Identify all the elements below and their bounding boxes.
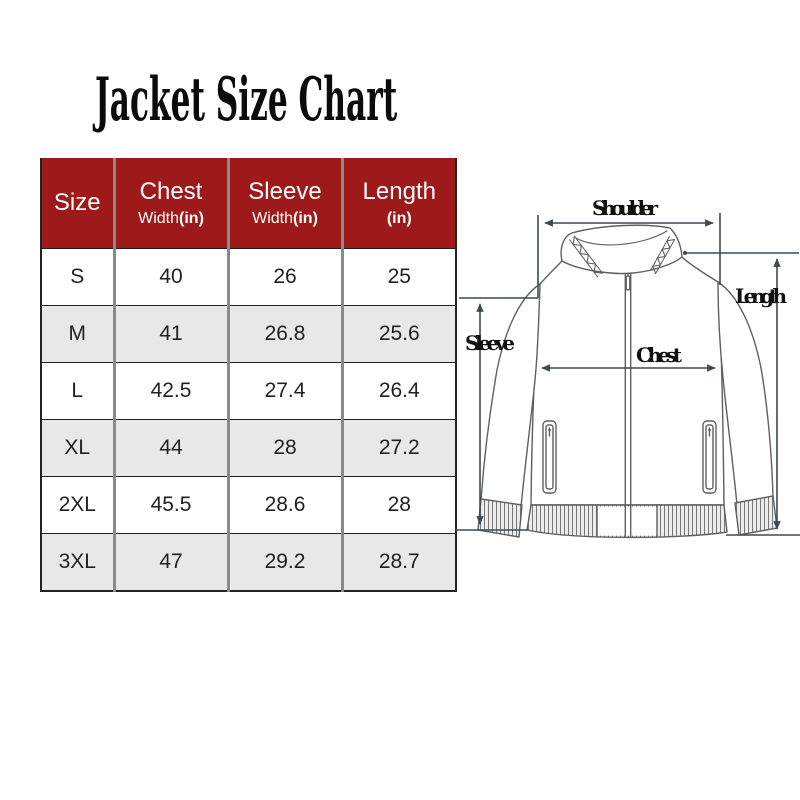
measurement-arrows xyxy=(455,213,800,536)
value-cell: 41 xyxy=(112,305,228,363)
value-cell: 25.6 xyxy=(340,305,456,363)
page-title: Jacket Size Chart xyxy=(95,65,398,135)
value-cell: 45.5 xyxy=(112,476,228,534)
value-cell: 27.4 xyxy=(226,362,342,420)
jacket-diagram: Shoulder Length Sleeve Chest xyxy=(455,196,800,539)
value-cell: 26.4 xyxy=(340,362,456,420)
column-header-length: Length (in) xyxy=(340,158,456,249)
table-row: M 41 26.8 25.6 xyxy=(41,305,456,363)
table-row: 2XL 45.5 28.6 28 xyxy=(41,476,456,534)
table-body: S 40 26 25 M 41 26.8 25.6 L 42.5 27.4 26.4 XL 44 28 27.… xyxy=(41,248,456,591)
value-cell: 40 xyxy=(112,248,228,306)
jacket-outline xyxy=(477,224,778,539)
size-cell: XL xyxy=(41,419,114,477)
size-cell: L xyxy=(41,362,114,420)
shoulder-label: Shoulder xyxy=(592,196,658,220)
value-cell: 26 xyxy=(226,248,342,306)
size-cell: S xyxy=(41,248,114,306)
size-table: Size Chest Width(in) Sleeve Width(in) Length(… xyxy=(40,158,457,592)
size-cell: 2XL xyxy=(41,476,114,534)
value-cell: 26.8 xyxy=(226,305,342,363)
sleeve-label: Sleeve xyxy=(465,331,515,355)
column-header-size: Size xyxy=(41,158,114,249)
value-cell: 27.2 xyxy=(340,419,456,477)
column-header-sleeve: Sleeve Width(in) xyxy=(226,158,342,249)
value-cell: 25 xyxy=(340,248,456,306)
value-cell: 44 xyxy=(112,419,228,477)
value-cell: 28 xyxy=(340,476,456,534)
table-row: 3XL 47 29.2 28.7 xyxy=(41,533,456,591)
length-label: Length xyxy=(735,284,787,308)
table-row: L 42.5 27.4 26.4 xyxy=(41,362,456,420)
size-cell: 3XL xyxy=(41,533,114,591)
value-cell: 47 xyxy=(112,533,228,591)
size-cell: M xyxy=(41,305,114,363)
table-row: S 40 26 25 xyxy=(41,248,456,306)
column-header-chest: Chest Width(in) xyxy=(112,158,228,249)
value-cell: 29.2 xyxy=(226,533,342,591)
table-header-row: Size Chest Width(in) Sleeve Width(in) Length(… xyxy=(41,158,456,249)
value-cell: 42.5 xyxy=(112,362,228,420)
value-cell: 28.6 xyxy=(226,476,342,534)
chest-label: Chest xyxy=(636,343,683,367)
table-row: XL 44 28 27.2 xyxy=(41,419,456,477)
value-cell: 28 xyxy=(226,419,342,477)
value-cell: 28.7 xyxy=(340,533,456,591)
